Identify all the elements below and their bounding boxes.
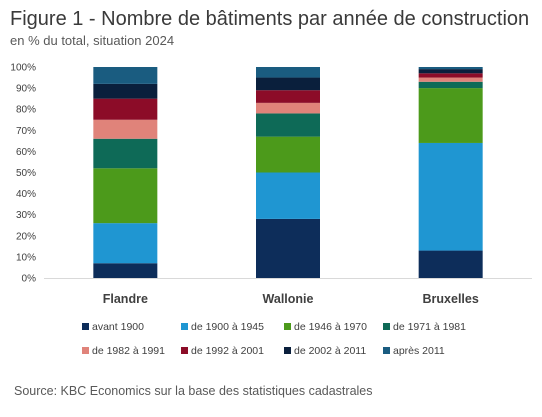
- bar-segment: [418, 69, 483, 74]
- bar-segment: [256, 90, 320, 103]
- legend-label: de 2002 à 2011: [294, 345, 366, 357]
- bar-segment: [256, 113, 320, 137]
- legend-label: de 1946 à 1970: [294, 321, 367, 333]
- y-tick-label: 60%: [16, 147, 36, 158]
- bar-segment: [93, 263, 158, 278]
- y-tick-label: 30%: [16, 210, 36, 221]
- bar-segment: [93, 83, 158, 99]
- bar-segment: [418, 67, 483, 70]
- legend-label: de 1900 à 1945: [191, 321, 264, 333]
- y-tick-label: 20%: [16, 231, 36, 242]
- legend-swatch: [284, 323, 291, 330]
- y-tick-label: 100%: [10, 63, 36, 74]
- legend-label: avant 1900: [92, 321, 144, 333]
- bar-segment: [93, 168, 158, 224]
- legend-label: de 1992 à 2001: [191, 345, 264, 357]
- y-tick-label: 50%: [16, 168, 36, 179]
- bar-segment: [93, 67, 158, 84]
- x-category-label: Flandre: [103, 292, 148, 306]
- legend-swatch: [181, 323, 188, 330]
- legend-label: après 2011: [393, 345, 445, 357]
- legend-swatch: [82, 323, 89, 330]
- bar-segment: [256, 172, 320, 219]
- bar-segment: [418, 88, 483, 143]
- bar-segment: [93, 98, 158, 120]
- x-category-label: Wallonie: [263, 292, 314, 306]
- bar-segment: [418, 73, 483, 78]
- y-tick-label: 70%: [16, 126, 36, 137]
- y-tick-label: 0%: [22, 274, 37, 285]
- bar-segment: [418, 77, 483, 82]
- chart-subtitle: en % du total, situation 2024: [10, 33, 175, 48]
- y-tick-label: 40%: [16, 189, 36, 200]
- y-tick-label: 90%: [16, 84, 36, 95]
- legend-swatch: [284, 347, 291, 354]
- y-tick-label: 80%: [16, 105, 36, 116]
- bar-segment: [256, 77, 320, 91]
- y-tick-label: 10%: [16, 252, 36, 263]
- bar-segment: [418, 81, 483, 89]
- chart-source: Source: KBC Economics sur la base des st…: [14, 384, 373, 398]
- bar-segment: [418, 142, 483, 251]
- legend-label: de 1982 à 1991: [92, 345, 165, 357]
- bar-segment: [418, 250, 483, 278]
- legend-swatch: [181, 347, 188, 354]
- bar-segment: [256, 102, 320, 114]
- chart-title: Figure 1 - Nombre de bâtiments par année…: [10, 8, 530, 30]
- legend-swatch: [82, 347, 89, 354]
- bar-segment: [93, 119, 158, 139]
- bar-segment: [93, 138, 158, 169]
- bar-segment: [93, 223, 158, 264]
- bar-segment: [256, 67, 320, 78]
- legend-swatch: [383, 347, 390, 354]
- legend-label: de 1971 à 1981: [393, 321, 466, 333]
- bar-segment: [256, 136, 320, 173]
- legend-swatch: [383, 323, 390, 330]
- x-category-label: Bruxelles: [423, 292, 479, 306]
- bar-segment: [256, 218, 320, 278]
